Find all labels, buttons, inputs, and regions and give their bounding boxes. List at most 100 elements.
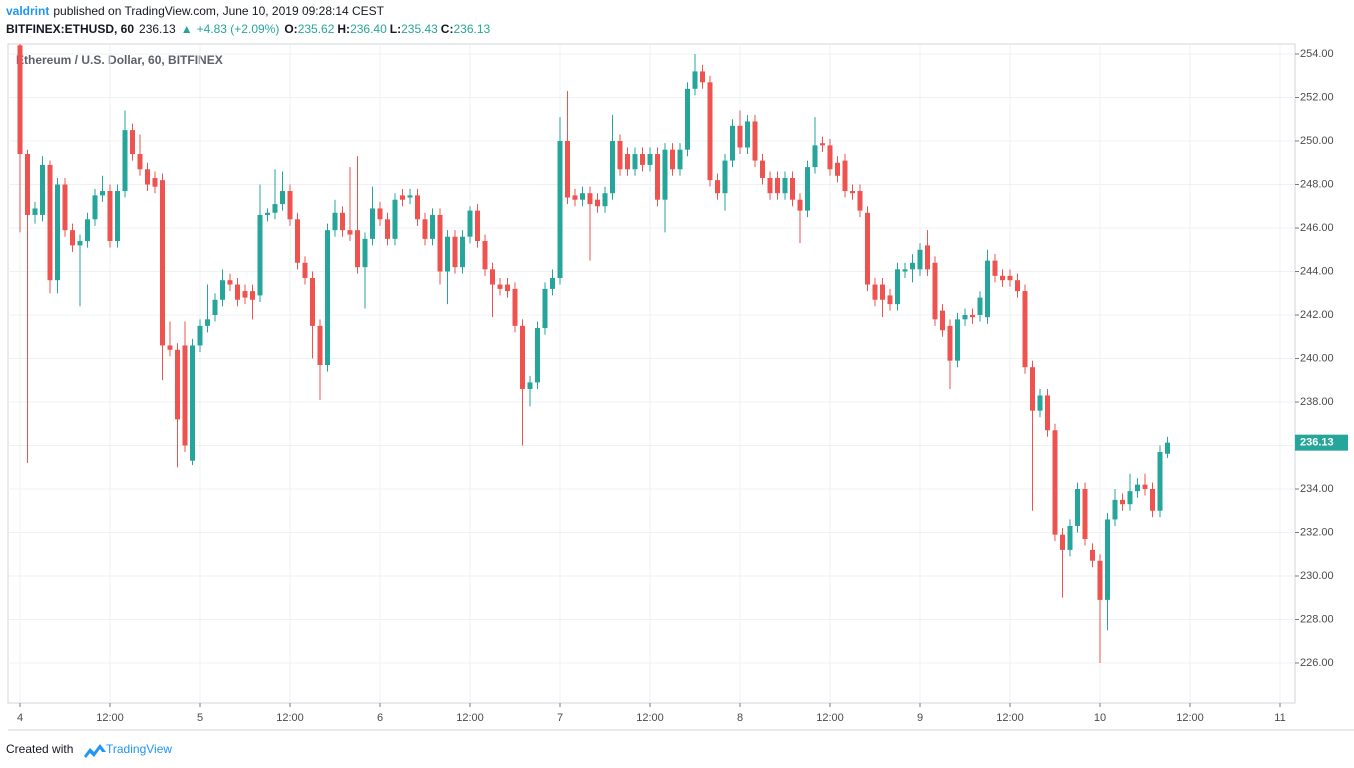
candle-body (1030, 367, 1035, 411)
y-tick-label: 232.00 (1300, 526, 1334, 538)
candle-body (392, 199, 398, 239)
candle-body (310, 278, 315, 326)
candle-body (1135, 484, 1140, 492)
candle-body (55, 184, 60, 281)
candle-body (707, 82, 713, 181)
x-tick-label: 12:00 (636, 712, 664, 724)
candle-body (385, 219, 390, 239)
candle-body (1157, 452, 1163, 511)
candle-body (92, 195, 98, 220)
candle-body (482, 241, 488, 270)
candle-body (167, 345, 173, 350)
candle-body (812, 145, 818, 168)
candle-body (197, 325, 203, 346)
candle-body (685, 88, 690, 150)
candle-body (227, 280, 233, 285)
candle-body (902, 269, 908, 272)
candle-body (265, 212, 270, 215)
candle-body (992, 260, 998, 276)
candle-body (205, 319, 210, 326)
candle-body (160, 180, 165, 346)
x-tick-label: 4 (17, 712, 23, 724)
price: 236.13 (139, 22, 176, 36)
candle-body (130, 130, 135, 155)
candle-body (70, 230, 75, 246)
candle-body (692, 71, 698, 89)
candle-body (1142, 484, 1148, 489)
x-tick-label: 12:00 (996, 712, 1024, 724)
candle-body (677, 149, 683, 170)
ohlc-label: O: (284, 22, 297, 36)
ohlc-value: 235.43 (401, 22, 438, 36)
candle-body (467, 210, 473, 237)
candle-body (122, 130, 128, 192)
candle-body (77, 241, 83, 246)
candle-body (895, 269, 900, 305)
x-tick-label: 7 (557, 712, 563, 724)
candle-body (475, 210, 480, 242)
candle-body (175, 349, 180, 420)
candle-body (362, 238, 368, 268)
x-tick-label: 10 (1094, 712, 1106, 724)
candle-body (1165, 442, 1170, 454)
candle-body (527, 382, 533, 389)
candle-body (302, 262, 308, 279)
candle-body (572, 195, 578, 200)
candle-body (970, 314, 975, 318)
y-tick-label: 254.00 (1300, 48, 1334, 60)
symbol: BITFINEX:ETHUSD, 60 (6, 22, 134, 36)
ohlc-value: 235.62 (298, 22, 335, 36)
candle-body (1112, 499, 1118, 520)
candle-body (737, 125, 743, 148)
candle-body (137, 154, 143, 170)
change: +4.83 (+2.09%) (197, 22, 280, 36)
x-tick-label: 11 (1274, 712, 1285, 724)
candle-body (182, 345, 188, 446)
candle-body (235, 284, 240, 300)
candle-body (632, 154, 638, 170)
candle-body (1067, 525, 1073, 550)
footer-brand: TradingView (106, 742, 172, 756)
candle-body (400, 195, 405, 200)
ohlc-label: C: (441, 22, 454, 36)
candle-body (490, 269, 495, 285)
candle-body (190, 345, 195, 461)
candle-body (1022, 291, 1028, 368)
candle-body (752, 121, 758, 161)
candle-body (152, 177, 158, 187)
y-tick-label: 230.00 (1300, 570, 1334, 582)
y-tick-label: 250.00 (1300, 135, 1334, 147)
candle-body (497, 284, 503, 289)
candle-body (790, 177, 795, 200)
candle-body (452, 236, 458, 268)
candle-body (287, 191, 293, 220)
candle-body (730, 125, 735, 161)
author: valdrint (6, 4, 49, 18)
x-tick-label: 5 (197, 712, 203, 724)
y-tick-label: 242.00 (1300, 309, 1334, 321)
candle-body (332, 212, 338, 231)
brand-logo (84, 744, 106, 758)
candle-body (617, 141, 623, 170)
arrow: ▲ (181, 22, 193, 36)
candle-body (557, 141, 563, 279)
candle-body (827, 145, 833, 170)
candle-body (595, 199, 600, 207)
candle-body (1127, 491, 1133, 505)
y-tick-label: 234.00 (1300, 483, 1334, 495)
candle-body (955, 319, 960, 361)
candle-body (925, 245, 930, 270)
candle-body (655, 154, 660, 200)
candle-body (797, 199, 803, 211)
candle-body (917, 249, 923, 270)
candle-body (662, 149, 668, 200)
candle-body (910, 262, 915, 270)
candle-body (40, 164, 45, 215)
footer-text: Created with (6, 742, 73, 756)
candle-body (32, 208, 38, 215)
candle-body (1075, 488, 1080, 526)
candle-body (880, 284, 885, 300)
candle-body (767, 177, 773, 194)
candle-body (835, 162, 840, 176)
